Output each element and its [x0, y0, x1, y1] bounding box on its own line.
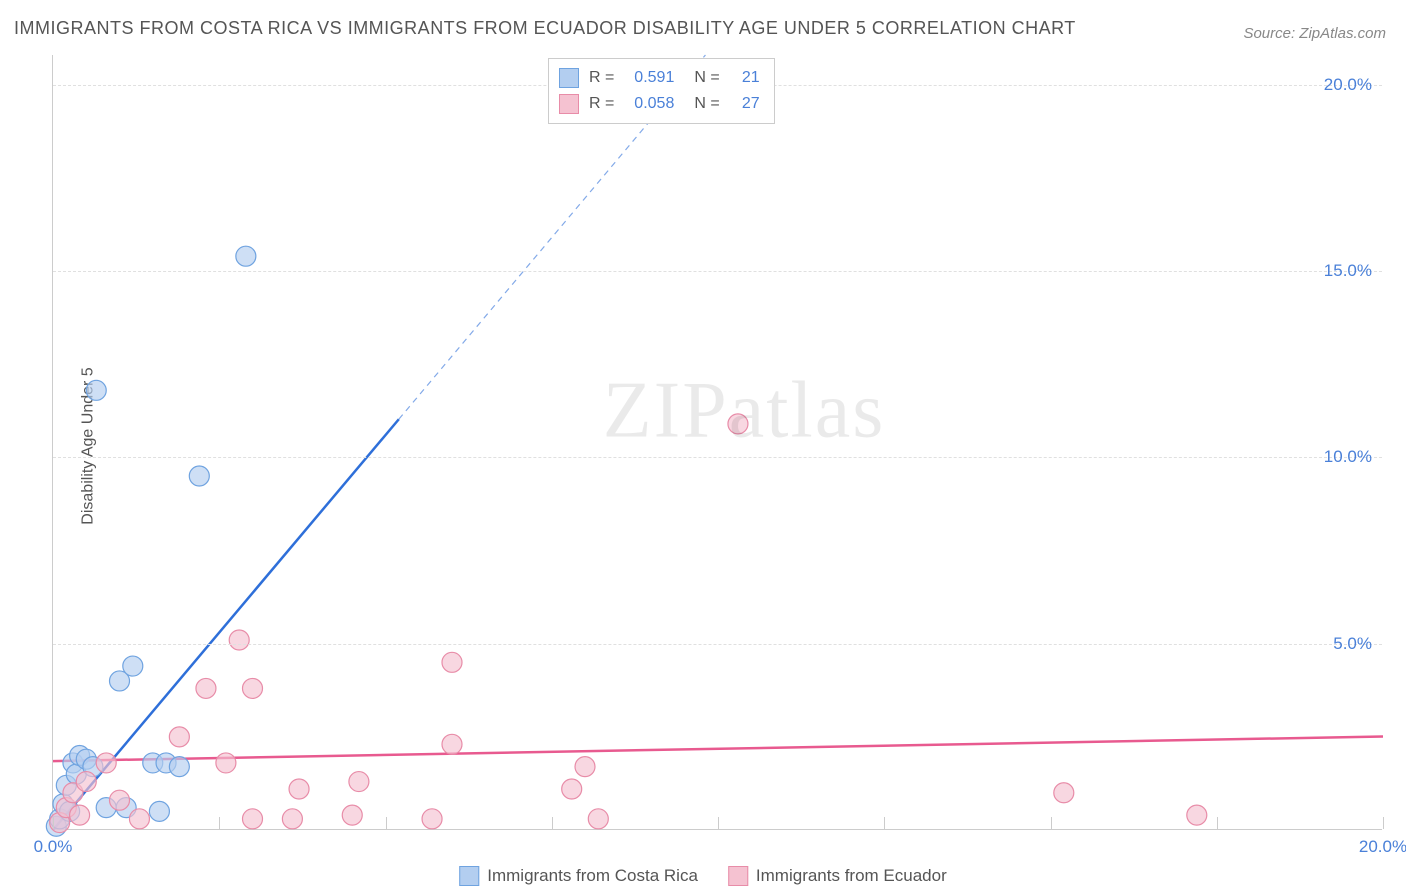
series-legend-item: Immigrants from Ecuador	[728, 866, 947, 886]
x-tick	[53, 817, 54, 829]
correlation-legend-row: R = 0.591 N = 21	[559, 65, 760, 91]
chart-container: IMMIGRANTS FROM COSTA RICA VS IMMIGRANTS…	[0, 0, 1406, 892]
n-label: N =	[694, 91, 719, 117]
series-legend: Immigrants from Costa Rica Immigrants fro…	[459, 866, 947, 886]
gridline-h	[53, 644, 1382, 645]
source-attribution: Source: ZipAtlas.com	[1243, 25, 1386, 42]
n-value: 21	[730, 65, 760, 91]
chart-svg	[53, 55, 1382, 829]
y-tick-label: 5.0%	[1333, 634, 1372, 654]
x-tick	[718, 817, 719, 829]
x-tick	[1051, 817, 1052, 829]
r-value: 0.591	[624, 65, 674, 91]
x-tick	[386, 817, 387, 829]
x-tick	[1217, 817, 1218, 829]
x-tick	[552, 817, 553, 829]
r-label: R =	[589, 65, 614, 91]
series-legend-label: Immigrants from Ecuador	[756, 866, 947, 886]
x-tick-label: 20.0%	[1359, 837, 1406, 857]
n-value: 27	[730, 91, 760, 117]
correlation-legend-row: R = 0.058 N = 27	[559, 91, 760, 117]
gridline-h	[53, 457, 1382, 458]
r-value: 0.058	[624, 91, 674, 117]
r-label: R =	[589, 91, 614, 117]
legend-swatch	[728, 866, 748, 886]
legend-swatch	[459, 866, 479, 886]
series-legend-label: Immigrants from Costa Rica	[487, 866, 698, 886]
chart-title: IMMIGRANTS FROM COSTA RICA VS IMMIGRANTS…	[14, 18, 1076, 39]
correlation-legend: R = 0.591 N = 21 R = 0.058 N = 27	[548, 58, 775, 124]
n-label: N =	[694, 65, 719, 91]
x-tick-label: 0.0%	[34, 837, 73, 857]
y-tick-label: 15.0%	[1324, 261, 1372, 281]
x-tick	[219, 817, 220, 829]
plot-area: ZIPatlas 5.0%10.0%15.0%20.0%0.0%20.0%	[52, 55, 1382, 830]
x-tick	[1383, 817, 1384, 829]
gridline-h	[53, 271, 1382, 272]
legend-swatch	[559, 94, 579, 114]
y-tick-label: 10.0%	[1324, 447, 1372, 467]
legend-swatch	[559, 68, 579, 88]
x-tick	[884, 817, 885, 829]
y-tick-label: 20.0%	[1324, 75, 1372, 95]
series-legend-item: Immigrants from Costa Rica	[459, 866, 698, 886]
